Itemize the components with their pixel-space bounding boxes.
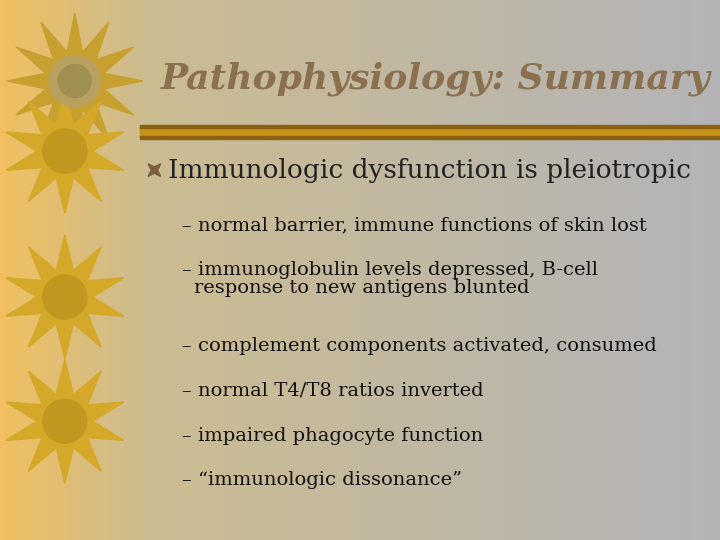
Polygon shape <box>6 235 124 359</box>
Text: – complement components activated, consumed: – complement components activated, consu… <box>182 337 657 355</box>
Circle shape <box>42 129 87 173</box>
Polygon shape <box>6 13 143 149</box>
Text: – “immunologic dissonance”: – “immunologic dissonance” <box>182 471 462 489</box>
Polygon shape <box>6 89 124 213</box>
Circle shape <box>42 399 87 443</box>
Text: – normal T4/T8 ratios inverted: – normal T4/T8 ratios inverted <box>182 382 484 400</box>
Text: – immunoglobulin levels depressed, B-cell: – immunoglobulin levels depressed, B-cel… <box>182 261 598 279</box>
Text: response to new antigens blunted: response to new antigens blunted <box>194 279 530 297</box>
Polygon shape <box>6 359 124 483</box>
Circle shape <box>49 56 100 106</box>
Polygon shape <box>148 164 161 177</box>
Circle shape <box>58 64 91 98</box>
Circle shape <box>42 275 87 319</box>
Text: – impaired phagocyte function: – impaired phagocyte function <box>182 427 484 444</box>
Text: Immunologic dysfunction is pleiotropic: Immunologic dysfunction is pleiotropic <box>168 158 691 183</box>
Text: – normal barrier, immune functions of skin lost: – normal barrier, immune functions of sk… <box>182 216 647 234</box>
Text: Pathophysiology: Summary: Pathophysiology: Summary <box>161 61 710 96</box>
